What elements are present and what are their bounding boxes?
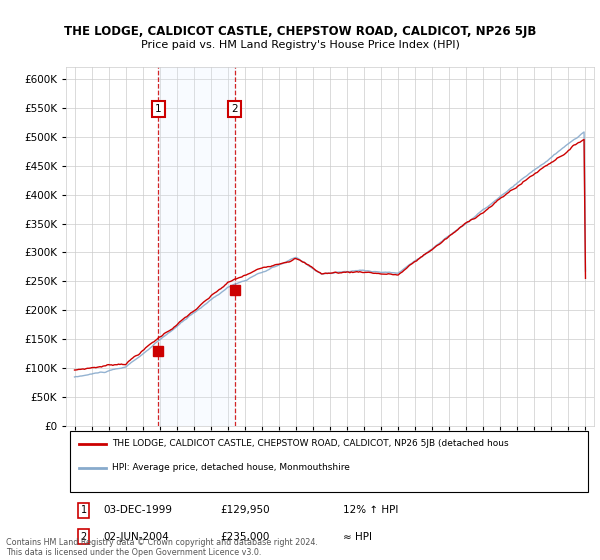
Text: £129,950: £129,950 bbox=[220, 505, 269, 515]
Text: THE LODGE, CALDICOT CASTLE, CHEPSTOW ROAD, CALDICOT, NP26 5JB: THE LODGE, CALDICOT CASTLE, CHEPSTOW ROA… bbox=[64, 25, 536, 38]
Text: 1: 1 bbox=[155, 104, 161, 114]
Text: HPI: Average price, detached house, Monmouthshire: HPI: Average price, detached house, Monm… bbox=[112, 463, 350, 472]
Text: 03-DEC-1999: 03-DEC-1999 bbox=[103, 505, 172, 515]
Text: Price paid vs. HM Land Registry's House Price Index (HPI): Price paid vs. HM Land Registry's House … bbox=[140, 40, 460, 50]
Text: Contains HM Land Registry data © Crown copyright and database right 2024.
This d: Contains HM Land Registry data © Crown c… bbox=[6, 538, 318, 557]
Text: 2: 2 bbox=[80, 532, 87, 542]
FancyBboxPatch shape bbox=[70, 431, 588, 492]
Text: 12% ↑ HPI: 12% ↑ HPI bbox=[343, 505, 398, 515]
Text: ≈ HPI: ≈ HPI bbox=[343, 532, 372, 542]
Bar bbox=[158, 67, 235, 426]
Text: 1: 1 bbox=[80, 505, 86, 515]
Text: 02-JUN-2004: 02-JUN-2004 bbox=[103, 532, 169, 542]
Text: 2: 2 bbox=[232, 104, 238, 114]
Text: £235,000: £235,000 bbox=[220, 532, 269, 542]
Text: THE LODGE, CALDICOT CASTLE, CHEPSTOW ROAD, CALDICOT, NP26 5JB (detached hous: THE LODGE, CALDICOT CASTLE, CHEPSTOW ROA… bbox=[112, 439, 508, 449]
